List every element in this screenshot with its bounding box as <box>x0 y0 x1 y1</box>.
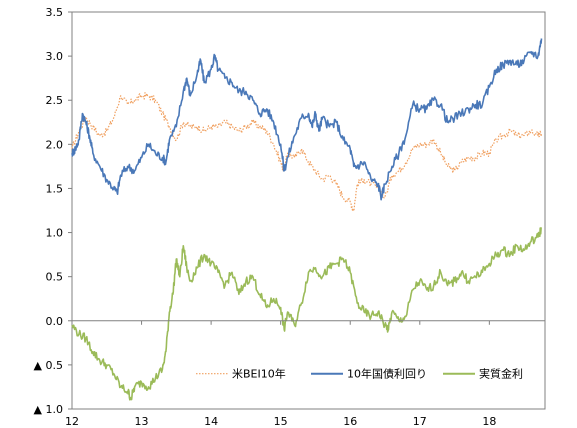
real-rate-series-line <box>71 227 542 401</box>
bei-series-line <box>71 92 543 212</box>
legend-label: 10年国債利回り <box>347 367 427 381</box>
jgb-yield-series-line <box>71 38 543 201</box>
x-tick-label: 14 <box>204 415 218 428</box>
y-tick-label: 3.0 <box>46 50 64 63</box>
y-tick-label: 2.5 <box>46 94 64 107</box>
plot-frame <box>71 11 546 410</box>
x-tick-label: 13 <box>135 415 149 428</box>
legend-label: 米BEI10年 <box>232 367 286 381</box>
x-tick-label: 15 <box>274 415 288 428</box>
y-tick-label: 3.5 <box>46 6 64 19</box>
x-tick-label: 17 <box>413 415 427 428</box>
axes-layer: 3.5 3.0 2.5 2.0 1.5 1.0 0.5 0.0 ▲ 0.5 ▲ 1.012 13 14… <box>34 6 545 428</box>
x-tick-label: 16 <box>343 415 357 428</box>
y-tick-label: 0.5 <box>46 271 64 284</box>
y-tick-label: 0.0 <box>46 315 64 328</box>
plot-area <box>71 11 546 410</box>
legend: 米BEI10年 10年国債利回り 実質金利 <box>196 367 523 381</box>
y-tick-label: 2.0 <box>46 138 64 151</box>
x-tick-label: 12 <box>65 415 79 428</box>
y-tick-label: ▲ 0.5 <box>34 359 63 372</box>
y-tick-label: ▲ 1.0 <box>34 403 63 416</box>
y-tick-label: 1.0 <box>46 227 64 240</box>
series-layer <box>71 38 543 401</box>
x-tick-label: 18 <box>482 415 496 428</box>
y-tick-label: 1.5 <box>46 182 64 195</box>
legend-label: 実質金利 <box>479 367 523 381</box>
